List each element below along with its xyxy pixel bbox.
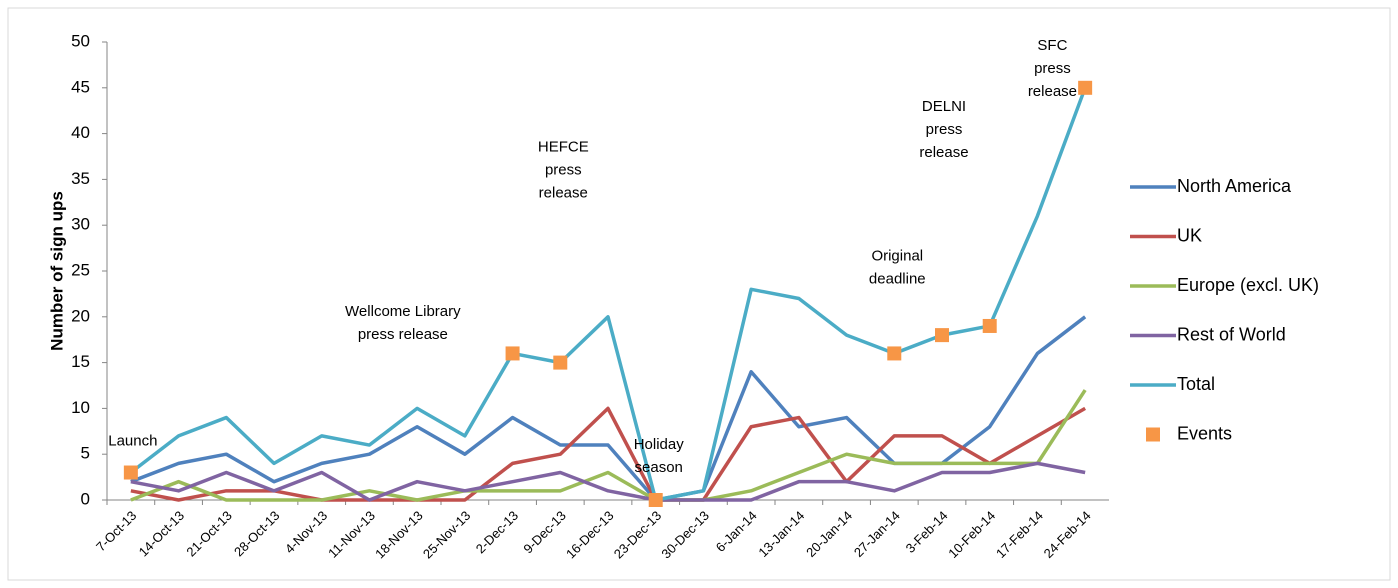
annotation: Holiday: [634, 436, 685, 453]
event-marker: [935, 328, 949, 343]
annotation: HEFCE: [538, 139, 589, 156]
legend-marker: [1146, 427, 1160, 442]
y-tick-label: 35: [71, 169, 90, 188]
annotation: press: [545, 162, 582, 179]
y-axis-title: Number of sign ups: [47, 191, 66, 351]
y-tick-label: 0: [81, 489, 90, 508]
y-tick-label: 25: [71, 260, 90, 279]
y-tick-label: 5: [81, 444, 90, 463]
y-tick-label: 20: [71, 306, 90, 325]
event-marker: [887, 346, 902, 361]
annotation: Wellcome Library: [345, 303, 461, 320]
annotation: press release: [358, 326, 448, 343]
legend-label: Rest of World: [1177, 324, 1286, 344]
annotation: season: [635, 459, 683, 476]
event-marker: [553, 355, 568, 370]
legend-label: Europe (excl. UK): [1177, 275, 1319, 295]
annotation: DELNI: [922, 98, 966, 115]
y-tick-label: 45: [71, 77, 90, 96]
y-tick-label: 30: [71, 215, 90, 234]
event-marker: [123, 465, 138, 480]
event-marker: [1078, 80, 1093, 95]
annotation: release: [1028, 83, 1077, 100]
annotation: release: [919, 144, 968, 161]
legend-label: Total: [1177, 374, 1215, 394]
event-marker: [982, 318, 997, 333]
y-tick-label: 50: [71, 31, 90, 50]
annotation: SFC: [1037, 37, 1067, 54]
annotation: press: [1034, 60, 1071, 77]
annotation: deadline: [869, 270, 926, 287]
annotation: Launch: [108, 432, 157, 449]
series-line: [130, 461, 1086, 502]
event-marker: [648, 493, 663, 507]
annotation: press: [926, 121, 963, 138]
chart-frame: [7, 7, 1391, 581]
legend-label: Events: [1177, 423, 1232, 443]
annotation: Original: [871, 247, 923, 264]
series-line: [130, 406, 1087, 502]
legend-label: UK: [1177, 225, 1202, 245]
y-tick-label: 15: [71, 352, 90, 371]
y-tick-label: 10: [71, 398, 90, 417]
series-line: [129, 87, 1087, 502]
event-marker: [505, 346, 520, 361]
series-line: [130, 389, 1087, 502]
annotation: release: [539, 185, 588, 202]
y-tick-label: 40: [71, 123, 90, 142]
legend-label: North America: [1177, 176, 1292, 196]
